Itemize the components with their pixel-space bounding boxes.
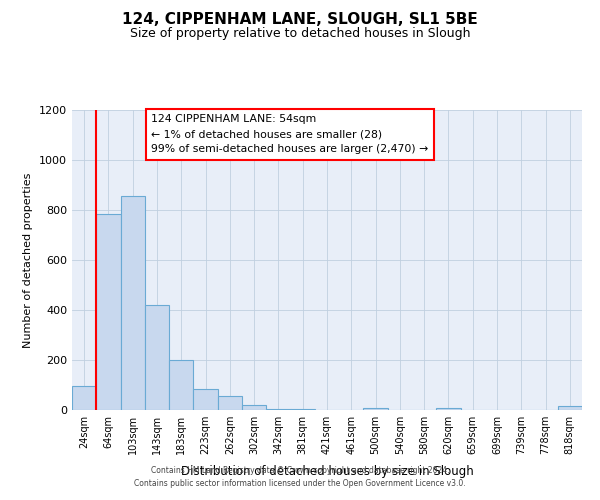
- Bar: [193, 389, 218, 410]
- Bar: [364, 408, 388, 410]
- Bar: [145, 305, 169, 410]
- Bar: [266, 409, 290, 410]
- Text: 124, CIPPENHAM LANE, SLOUGH, SL1 5BE: 124, CIPPENHAM LANE, SLOUGH, SL1 5BE: [122, 12, 478, 28]
- Bar: [72, 386, 96, 410]
- Bar: [121, 196, 145, 410]
- Text: 124 CIPPENHAM LANE: 54sqm
← 1% of detached houses are smaller (28)
99% of semi-d: 124 CIPPENHAM LANE: 54sqm ← 1% of detach…: [151, 114, 428, 154]
- X-axis label: Distribution of detached houses by size in Slough: Distribution of detached houses by size …: [181, 466, 473, 478]
- Y-axis label: Number of detached properties: Number of detached properties: [23, 172, 34, 348]
- Bar: [290, 409, 315, 410]
- Text: Contains HM Land Registry data © Crown copyright and database right 2024.
Contai: Contains HM Land Registry data © Crown c…: [134, 466, 466, 487]
- Bar: [96, 214, 121, 410]
- Bar: [436, 408, 461, 410]
- Text: Size of property relative to detached houses in Slough: Size of property relative to detached ho…: [130, 28, 470, 40]
- Bar: [242, 404, 266, 410]
- Bar: [169, 360, 193, 410]
- Bar: [558, 406, 582, 410]
- Bar: [218, 396, 242, 410]
